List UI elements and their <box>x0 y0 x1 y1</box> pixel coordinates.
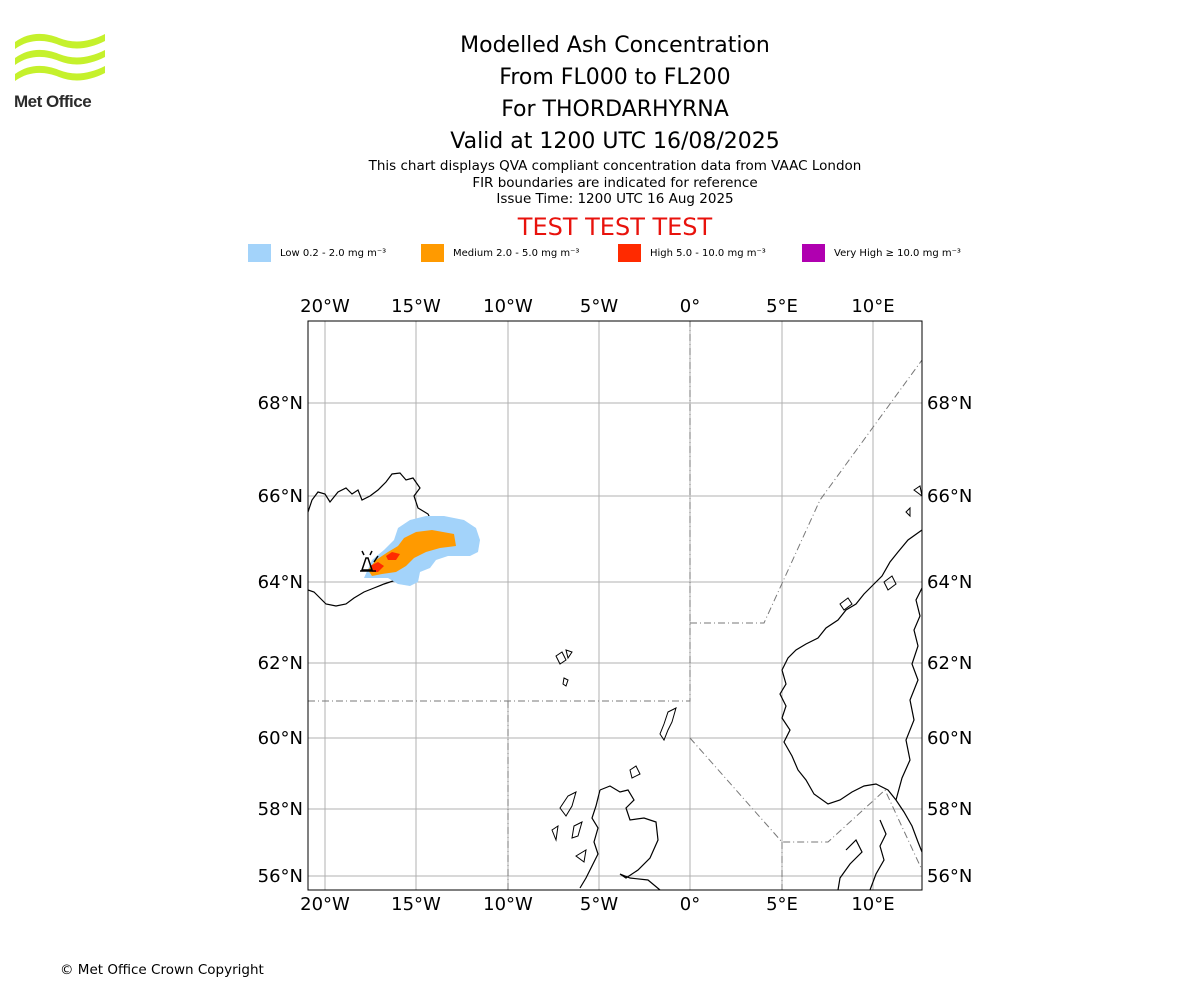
subtitle-line-2: FIR boundaries are indicated for referen… <box>472 174 758 191</box>
title-line-3: For THORDARHYRNA <box>501 97 729 122</box>
lat-label-right-2: 64°N <box>927 572 972 593</box>
lat-label-right-0: 68°N <box>927 393 972 414</box>
shetland-islands <box>659 707 677 742</box>
lat-label-left-1: 66°N <box>258 486 303 507</box>
legend-swatch-high <box>618 244 641 262</box>
sweden-border-coast <box>837 587 922 890</box>
lon-label-top-1: 15°W <box>391 296 441 317</box>
test-banner: TEST TEST TEST <box>517 213 713 241</box>
copyright-notice: © Met Office Crown Copyright <box>60 962 264 978</box>
lon-label-bottom-4: 0° <box>680 894 700 915</box>
lat-label-left-6: 56°N <box>258 866 303 887</box>
lon-label-bottom-5: 5°E <box>766 894 798 915</box>
lon-label-bottom-0: 20°W <box>300 894 350 915</box>
lon-label-top-6: 10°E <box>851 296 894 317</box>
map-frame <box>307 320 923 891</box>
legend-item-high: High 5.0 - 10.0 mg m⁻³ <box>618 244 766 262</box>
lat-label-right-3: 62°N <box>927 653 972 674</box>
legend-item-medium: Medium 2.0 - 5.0 mg m⁻³ <box>421 244 579 262</box>
subtitle-line-1: This chart displays QVA compliant concen… <box>368 158 862 174</box>
lon-label-bottom-6: 10°E <box>851 894 894 915</box>
lat-label-left-0: 68°N <box>258 393 303 414</box>
chart-title: Modelled Ash Concentration From FL000 to… <box>0 30 1200 158</box>
met-office-logo: Met Office <box>14 30 109 115</box>
lon-label-top-0: 20°W <box>300 296 350 317</box>
iceland-coastline <box>308 472 443 607</box>
faroe-islands <box>555 649 573 687</box>
lat-label-right-4: 60°N <box>927 728 972 749</box>
legend-label-low: Low 0.2 - 2.0 mg m⁻³ <box>280 247 387 259</box>
lat-label-right-5: 58°N <box>927 799 972 820</box>
norway-coastline <box>779 529 922 853</box>
lat-label-right-6: 56°N <box>927 866 972 887</box>
legend-swatch-very-high <box>802 244 825 262</box>
title-line-4: Valid at 1200 UTC 16/08/2025 <box>450 129 780 154</box>
lon-label-top-3: 5°W <box>580 296 618 317</box>
logo-text: Met Office <box>14 92 92 111</box>
lon-label-bottom-2: 10°W <box>483 894 533 915</box>
legend-label-medium: Medium 2.0 - 5.0 mg m⁻³ <box>453 247 580 259</box>
lon-label-top-2: 10°W <box>483 296 533 317</box>
lat-label-left-3: 62°N <box>258 653 303 674</box>
legend-item-low: Low 0.2 - 2.0 mg m⁻³ <box>248 244 386 262</box>
ash-medium-concentration <box>368 530 456 576</box>
lon-label-bottom-1: 15°W <box>391 894 441 915</box>
subtitle-line-3: Issue Time: 1200 UTC 16 Aug 2025 <box>496 191 734 207</box>
title-line-2: From FL000 to FL200 <box>499 65 731 90</box>
lon-label-bottom-3: 5°W <box>580 894 618 915</box>
chart-subtitle: This chart displays QVA compliant concen… <box>0 158 1200 208</box>
title-line-1: Modelled Ash Concentration <box>460 33 770 58</box>
lat-label-right-1: 66°N <box>927 486 972 507</box>
map-gridlines <box>308 321 922 890</box>
hebrides <box>551 765 641 863</box>
fir-boundaries <box>308 321 922 890</box>
norway-islands <box>839 485 922 611</box>
lon-label-top-5: 5°E <box>766 296 798 317</box>
legend-label-very-high: Very High ≥ 10.0 mg m⁻³ <box>834 247 961 259</box>
ash-plume <box>364 516 480 586</box>
volcano-marker-icon <box>360 550 379 572</box>
legend-label-high: High 5.0 - 10.0 mg m⁻³ <box>650 247 766 259</box>
lat-label-left-2: 64°N <box>258 572 303 593</box>
legend-swatch-low <box>248 244 271 262</box>
ash-high-concentration <box>370 552 400 572</box>
lat-label-left-4: 60°N <box>258 728 303 749</box>
scotland-coastline <box>579 785 661 890</box>
legend-swatch-medium <box>421 244 444 262</box>
met-office-waves-icon <box>15 33 105 81</box>
lon-label-top-4: 0° <box>680 296 700 317</box>
lat-label-left-5: 58°N <box>258 799 303 820</box>
legend-item-very-high: Very High ≥ 10.0 mg m⁻³ <box>802 244 961 262</box>
